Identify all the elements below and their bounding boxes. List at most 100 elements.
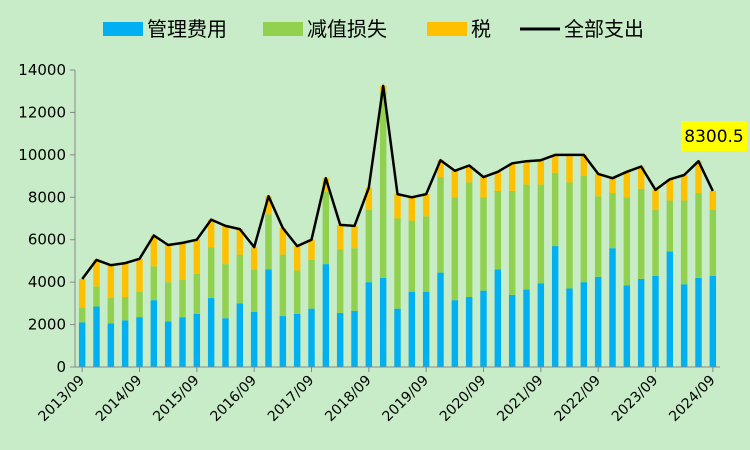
bar-segment-s2-i11: [236, 229, 244, 255]
bar-segment-s0-i19: [351, 310, 358, 367]
bar-segment-s1-i29: [494, 190, 502, 270]
bar-segment-s0-i5: [150, 300, 158, 367]
bar-segment-s1-i16: [308, 259, 315, 309]
bar-segment-s2-i6: [164, 245, 172, 283]
x-tick-label: 2021/09: [494, 373, 546, 425]
bar-segment-s1-i23: [408, 220, 416, 292]
bar-segment-s1-i44: [709, 210, 717, 276]
bar-segment-s1-i18: [336, 249, 344, 313]
bar-segment-s2-i30: [508, 163, 516, 191]
bar-segment-s1-i27: [465, 182, 473, 297]
bar-segment-s1-i30: [508, 190, 516, 295]
x-tick-label: 2016/09: [208, 373, 260, 425]
bar-segment-s1-i28: [480, 197, 487, 291]
legend-label-3: 全部支出: [564, 17, 644, 41]
bar-segment-s2-i37: [609, 178, 616, 194]
bar-segment-s0-i1: [93, 306, 100, 367]
bar-segment-s0-i24: [422, 291, 430, 367]
bar-segment-s2-i20: [365, 187, 373, 211]
bar-segment-s1-i3: [121, 296, 129, 321]
bar-segment-s0-i6: [164, 321, 172, 367]
bar-segment-s2-i19: [351, 225, 358, 249]
bar-segment-s1-i34: [566, 182, 573, 289]
bar-segment-s1-i20: [365, 210, 373, 283]
bar-segment-s0-i40: [652, 275, 659, 367]
bar-segment-s0-i13: [265, 269, 272, 367]
x-tick-label: 2018/09: [322, 373, 374, 425]
bar-segment-s2-i14: [279, 228, 287, 255]
bar-segment-s1-i0: [78, 307, 86, 323]
bar-segment-s0-i35: [580, 282, 588, 367]
bar-segment-s0-i21: [379, 277, 387, 367]
bar-segment-s1-i38: [623, 197, 631, 286]
bar-segment-s0-i37: [609, 248, 616, 367]
legend: 管理费用 减值损失 税 全部支出: [103, 17, 644, 41]
bar-segment-s2-i16: [308, 239, 315, 260]
bar-segment-s2-i3: [121, 263, 129, 297]
bar-segment-s0-i32: [537, 283, 545, 367]
bar-segment-s2-i23: [408, 197, 416, 221]
bar-segment-s0-i33: [551, 246, 559, 367]
bar-segment-s2-i7: [179, 242, 186, 281]
bar-segment-s1-i1: [93, 286, 100, 307]
bar-segment-s0-i43: [695, 277, 702, 367]
bar-segment-s1-i17: [322, 191, 330, 265]
bar-segment-s1-i2: [107, 298, 115, 324]
bars-layer: [78, 85, 717, 367]
bar-segment-s1-i15: [293, 270, 301, 314]
legend-label-2: 税: [471, 17, 491, 41]
bar-segment-s0-i8: [193, 313, 201, 367]
bar-segment-s2-i41: [666, 179, 674, 201]
y-tick-label: 10000: [18, 146, 66, 164]
legend-swatch-2: [427, 22, 467, 36]
x-tick-label: 2023/09: [609, 373, 661, 425]
bar-segment-s0-i41: [666, 251, 674, 367]
bar-segment-s0-i26: [451, 300, 459, 367]
bar-segment-s0-i18: [336, 312, 344, 367]
bar-segment-s0-i15: [293, 313, 301, 367]
bar-segment-s1-i42: [680, 200, 688, 285]
bar-segment-s1-i7: [179, 280, 186, 318]
y-tick-label: 6000: [28, 231, 66, 249]
bar-segment-s1-i24: [422, 216, 430, 292]
bar-segment-s2-i1: [93, 259, 100, 287]
bar-segment-s1-i6: [164, 282, 172, 322]
bar-segment-s2-i24: [422, 194, 430, 217]
bar-segment-s1-i9: [207, 247, 215, 299]
bar-segment-s0-i30: [508, 294, 516, 367]
legend-swatch-0: [103, 22, 143, 36]
bar-segment-s2-i25: [437, 160, 444, 178]
bar-segment-s2-i29: [494, 171, 502, 191]
legend-swatch-1: [263, 22, 303, 36]
bar-segment-s1-i37: [609, 193, 616, 249]
bar-segment-s2-i26: [451, 170, 459, 198]
y-tick-label: 14000: [18, 61, 66, 79]
bar-segment-s0-i31: [523, 289, 530, 367]
bar-segment-s2-i15: [293, 246, 301, 271]
bar-segment-s2-i27: [465, 165, 473, 183]
bar-segment-s0-i29: [494, 269, 502, 367]
bar-segment-s1-i5: [150, 266, 158, 301]
bar-segment-s2-i0: [78, 278, 86, 308]
bar-segment-s1-i22: [394, 218, 401, 309]
x-tick-label: 2015/09: [150, 373, 202, 425]
bar-segment-s0-i36: [594, 276, 602, 367]
x-tick-label: 2019/09: [380, 373, 432, 425]
bar-segment-s2-i35: [580, 154, 588, 177]
callout-box: [681, 121, 747, 151]
bar-segment-s2-i31: [523, 161, 530, 185]
bar-segment-s2-i22: [394, 194, 401, 219]
bar-segment-s2-i42: [680, 175, 688, 201]
bar-segment-s2-i10: [222, 225, 229, 265]
y-tick-label: 2000: [28, 316, 66, 334]
bar-segment-s2-i44: [709, 190, 717, 211]
bar-segment-s0-i34: [566, 288, 573, 367]
bar-segment-s1-i11: [236, 254, 244, 304]
total-line-layer: [81, 84, 714, 280]
bar-segment-s1-i10: [222, 264, 229, 319]
bar-segment-s1-i43: [695, 193, 702, 278]
bar-segment-s2-i32: [537, 160, 545, 185]
bar-segment-s2-i4: [136, 258, 143, 292]
